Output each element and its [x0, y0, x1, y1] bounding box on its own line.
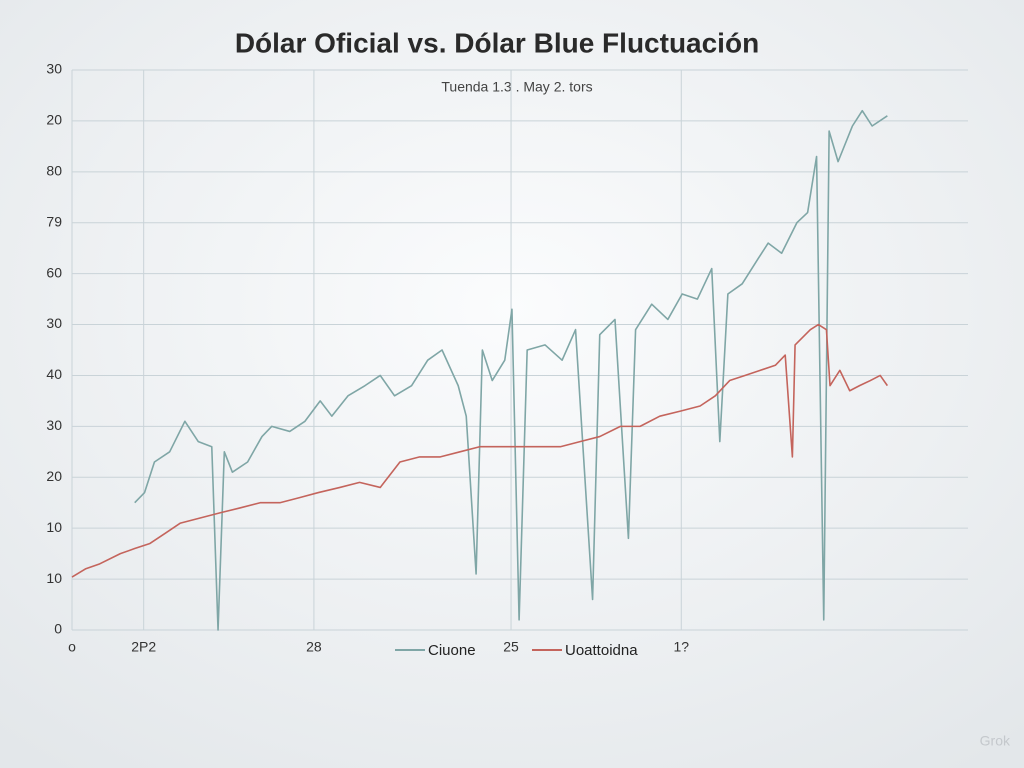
legend-label: Uoattoidna — [565, 642, 638, 659]
chart-title: Dólar Oficial vs. Dólar Blue Fluctuación — [235, 27, 759, 58]
series-line — [71, 323, 889, 578]
y-tick-label: 60 — [46, 264, 62, 280]
y-tick-label: 30 — [46, 417, 62, 433]
y-tick-label: 30 — [46, 61, 62, 77]
x-tick-label: 25 — [503, 639, 519, 655]
series-line — [134, 109, 888, 631]
y-tick-label: 30 — [46, 315, 62, 331]
legend-label: Ciuone — [428, 642, 476, 659]
y-tick-label: 20 — [46, 112, 62, 128]
y-tick-label: 40 — [46, 366, 62, 382]
y-tick-label: 20 — [46, 468, 62, 484]
y-tick-label: 10 — [46, 519, 62, 535]
y-tick-label: 0 — [54, 621, 62, 637]
y-tick-label: 79 — [46, 213, 62, 229]
watermark: Grok — [980, 733, 1011, 749]
y-tick-label: 10 — [46, 570, 62, 586]
x-tick-label: 2P2 — [131, 639, 156, 655]
x-tick-label: 28 — [306, 639, 322, 655]
chart-subtitle: Tuenda 1.3 . May 2. tors — [441, 79, 592, 95]
x-tick-label: o — [68, 639, 76, 655]
y-tick-label: 80 — [46, 163, 62, 179]
x-tick-label: 1? — [673, 639, 689, 655]
